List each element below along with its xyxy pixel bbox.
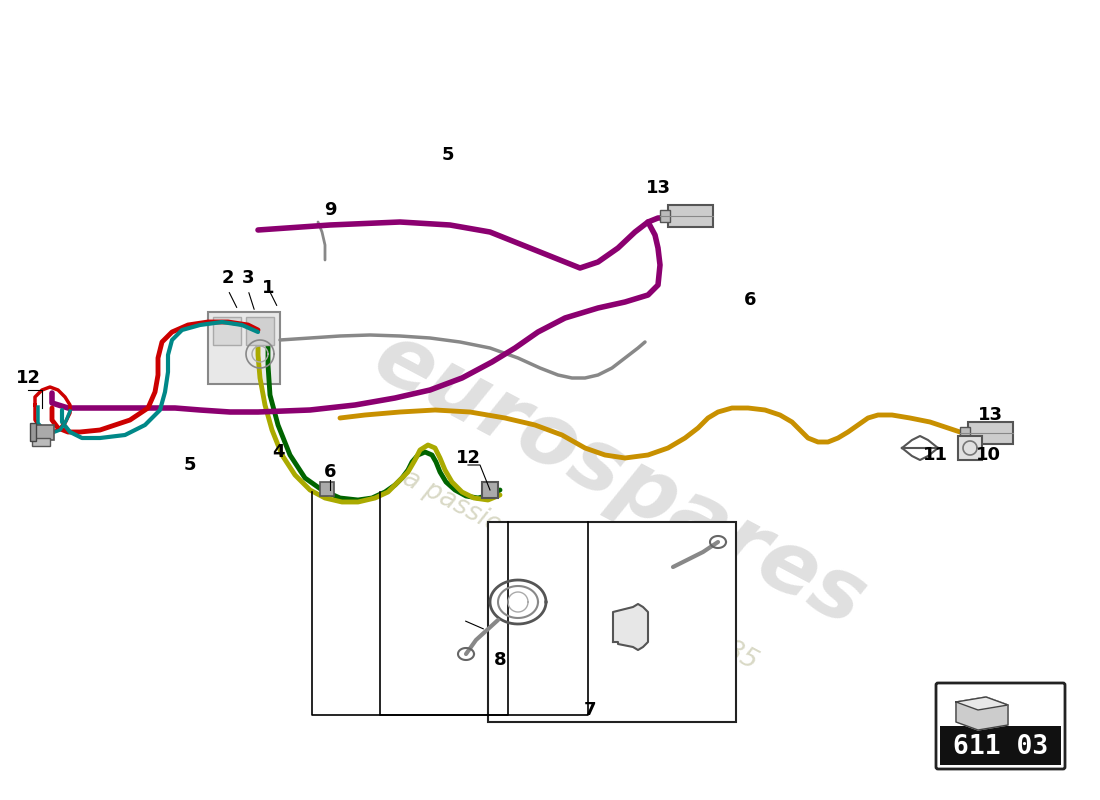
Text: 5: 5 [184, 456, 196, 474]
Text: 10: 10 [976, 446, 1001, 464]
Text: 7: 7 [584, 701, 596, 719]
Text: 12: 12 [15, 369, 41, 387]
Text: eurospares: eurospares [360, 315, 880, 645]
FancyBboxPatch shape [936, 683, 1065, 769]
Bar [213, 317, 241, 345]
Text: 2: 2 [222, 269, 234, 287]
Text: 9: 9 [323, 201, 337, 219]
Text: 611 03: 611 03 [953, 734, 1048, 759]
Text: a passion for parts since 1985: a passion for parts since 1985 [398, 465, 762, 675]
Text: 13: 13 [978, 406, 1002, 424]
Text: 13: 13 [646, 179, 671, 197]
Text: 11: 11 [923, 446, 947, 464]
Bar [960, 427, 970, 439]
Bar [968, 422, 1013, 444]
Text: 4: 4 [272, 443, 284, 461]
Bar [488, 522, 736, 722]
Bar [668, 205, 713, 227]
Polygon shape [956, 697, 1008, 710]
Text: 5: 5 [442, 146, 454, 164]
Text: 6: 6 [744, 291, 757, 309]
Bar [208, 312, 280, 384]
Bar [246, 317, 274, 345]
Bar [660, 210, 670, 222]
Bar [940, 726, 1062, 765]
Bar [482, 482, 498, 498]
Text: 6: 6 [323, 463, 337, 481]
Bar [958, 436, 982, 460]
Text: 12: 12 [455, 449, 481, 467]
Bar [30, 423, 36, 441]
Bar [320, 482, 334, 496]
Text: 3: 3 [242, 269, 254, 287]
Text: 8: 8 [494, 651, 506, 669]
Polygon shape [613, 604, 648, 650]
Bar [32, 438, 50, 446]
Polygon shape [956, 697, 1008, 730]
Bar [32, 425, 54, 440]
Text: 1: 1 [262, 279, 274, 297]
